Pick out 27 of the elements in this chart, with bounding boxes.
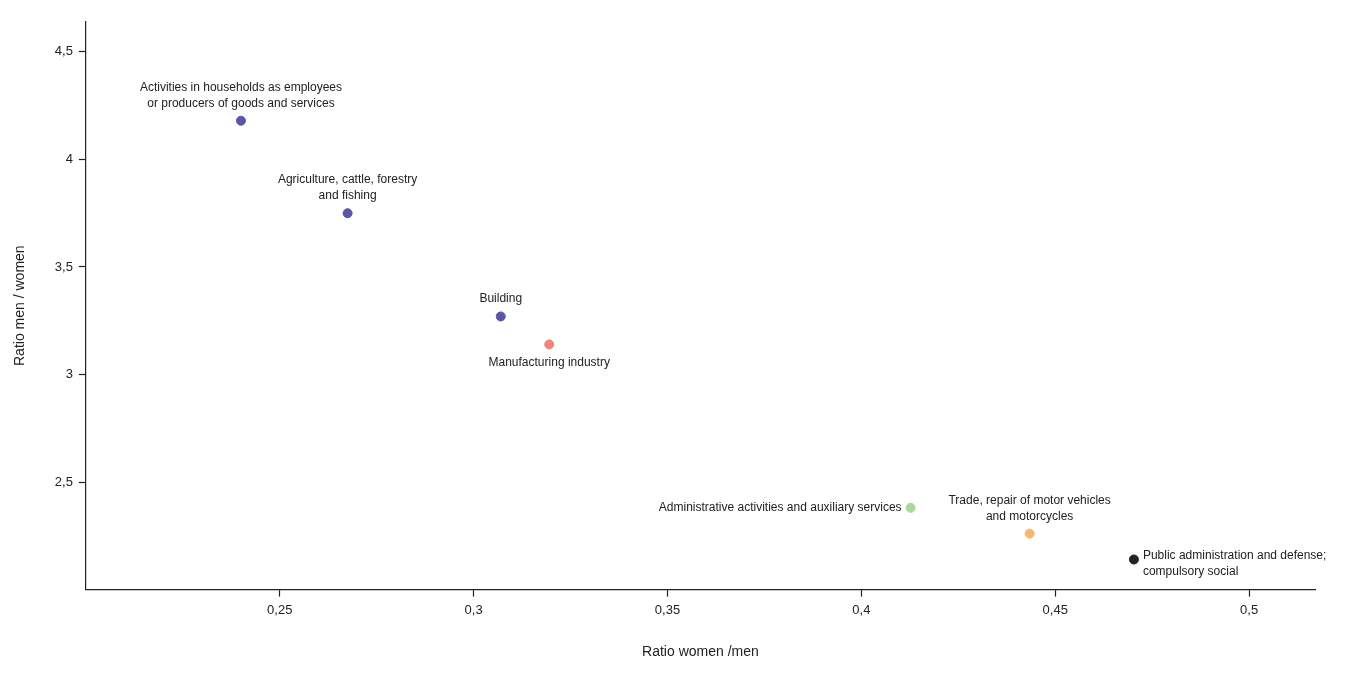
annotation: Public administration and defense; compulsory social: [1142, 547, 1327, 578]
annotation: Agriculture, cattle, forestry and fishing: [277, 172, 418, 203]
point: [235, 115, 246, 126]
x-tick-label: 0,45: [1042, 601, 1068, 617]
point: [342, 208, 353, 219]
annotation: Trade, repair of motor vehicles and motorcycles: [948, 492, 1111, 523]
annotation: Manufacturing industry: [488, 354, 610, 369]
point: [495, 311, 506, 322]
annotation: Administrative activities and auxiliary services: [658, 500, 902, 515]
x-tick-label: 0,4: [852, 601, 871, 617]
y-axis-title: Ratio men / women: [11, 245, 28, 366]
x-tick-label: 0,35: [654, 601, 681, 617]
y-tick-label: 4: [65, 151, 73, 167]
x-tick-label: 0,25: [267, 601, 293, 617]
x-tick-label: 0,5: [1240, 601, 1259, 617]
point: [1024, 528, 1035, 539]
point: [1128, 554, 1139, 565]
point: [544, 339, 555, 350]
annotation: Building: [479, 291, 523, 306]
y-tick-label: 3,5: [54, 258, 73, 274]
y-tick-label: 4,5: [54, 43, 73, 59]
x-axis-title: Ratio women /men: [642, 643, 759, 660]
x-tick-label: 0,3: [464, 601, 483, 617]
y-tick-label: 2,5: [54, 473, 73, 489]
y-tick-label: 3: [65, 366, 73, 382]
point: [905, 502, 916, 513]
annotation: Activities in households as employees or producers of goods and services: [139, 79, 343, 110]
